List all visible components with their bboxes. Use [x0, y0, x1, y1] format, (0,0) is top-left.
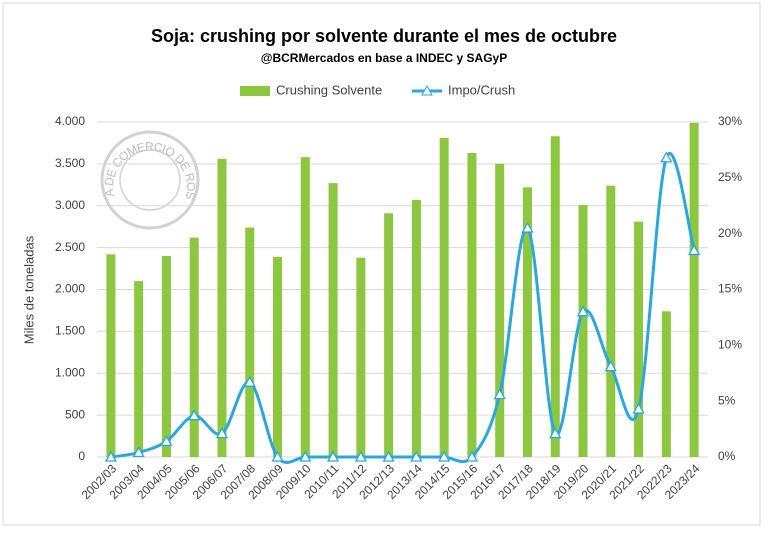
bar: [328, 183, 338, 457]
bar: [411, 199, 421, 457]
line-marker: [271, 450, 284, 462]
y-tick-label: 1.000: [55, 365, 85, 379]
bar: [495, 163, 505, 457]
line-marker: [243, 375, 256, 387]
logo-ring: [119, 149, 181, 211]
y-tick-label: 2.000: [55, 282, 85, 296]
line-marker: [104, 450, 117, 462]
bar: [161, 256, 171, 457]
bar: [384, 213, 394, 457]
y-tick-label: 2.500: [55, 240, 85, 254]
bar: [467, 152, 477, 458]
line-marker: [493, 388, 506, 400]
bar: [578, 204, 588, 457]
bar: [189, 237, 199, 457]
bar: [273, 256, 283, 457]
y-tick-label: 3.500: [55, 156, 85, 170]
bar: [217, 158, 227, 457]
line-marker: [132, 446, 145, 458]
chart-title: Soja: crushing por solvente durante el m…: [151, 26, 617, 46]
line-marker: [160, 435, 173, 447]
bar: [106, 254, 116, 457]
y2-tick-label: 15%: [718, 282, 742, 296]
bar: [134, 281, 144, 457]
line-marker: [576, 305, 590, 317]
y-tick-label: 4.000: [55, 114, 85, 128]
line-marker: [410, 450, 423, 462]
bar: [245, 227, 255, 457]
y-tick-label: 500: [65, 407, 85, 421]
line-marker: [215, 427, 229, 439]
legend-swatch: [240, 86, 270, 96]
line-marker: [326, 450, 340, 462]
logo-ring: [100, 130, 200, 230]
legend-marker: [421, 84, 433, 96]
bar: [550, 136, 560, 458]
chart-frame: [2, 2, 761, 526]
y-tick-label: 0: [78, 449, 85, 463]
bar: [356, 257, 366, 457]
line-marker: [354, 450, 367, 462]
y2-tick-label: 25%: [718, 170, 742, 184]
bar: [606, 185, 616, 457]
bar: [661, 311, 671, 457]
y2-tick-label: 5%: [718, 393, 736, 407]
bar: [439, 137, 449, 457]
y2-tick-label: 20%: [718, 226, 742, 240]
bar: [522, 187, 532, 457]
chart-subtitle: @BCRMercados en base a INDEC y SAGyP: [261, 51, 507, 65]
legend-label: Impo/Crush: [448, 82, 515, 97]
line-marker: [688, 244, 701, 256]
line-marker: [660, 151, 673, 163]
y2-tick-label: 10%: [718, 338, 742, 352]
bar: [300, 157, 310, 458]
y-axis-title: Miles de toneladas: [21, 235, 36, 344]
line-marker: [549, 427, 562, 439]
line-marker: [604, 360, 617, 372]
bar: [689, 122, 699, 458]
line-marker: [438, 450, 451, 462]
bar: [634, 221, 644, 457]
y-tick-label: 3.000: [55, 198, 85, 212]
y-tick-label: 1.500: [55, 324, 85, 338]
y2-tick-label: 30%: [718, 114, 742, 128]
line-marker: [382, 450, 395, 462]
line-marker: [188, 409, 201, 421]
line-marker: [632, 402, 645, 414]
line-marker: [299, 450, 312, 462]
line-marker: [465, 450, 479, 462]
line-marker: [521, 221, 534, 233]
y2-tick-label: 0%: [718, 449, 736, 463]
legend-label: Crushing Solvente: [276, 82, 382, 97]
